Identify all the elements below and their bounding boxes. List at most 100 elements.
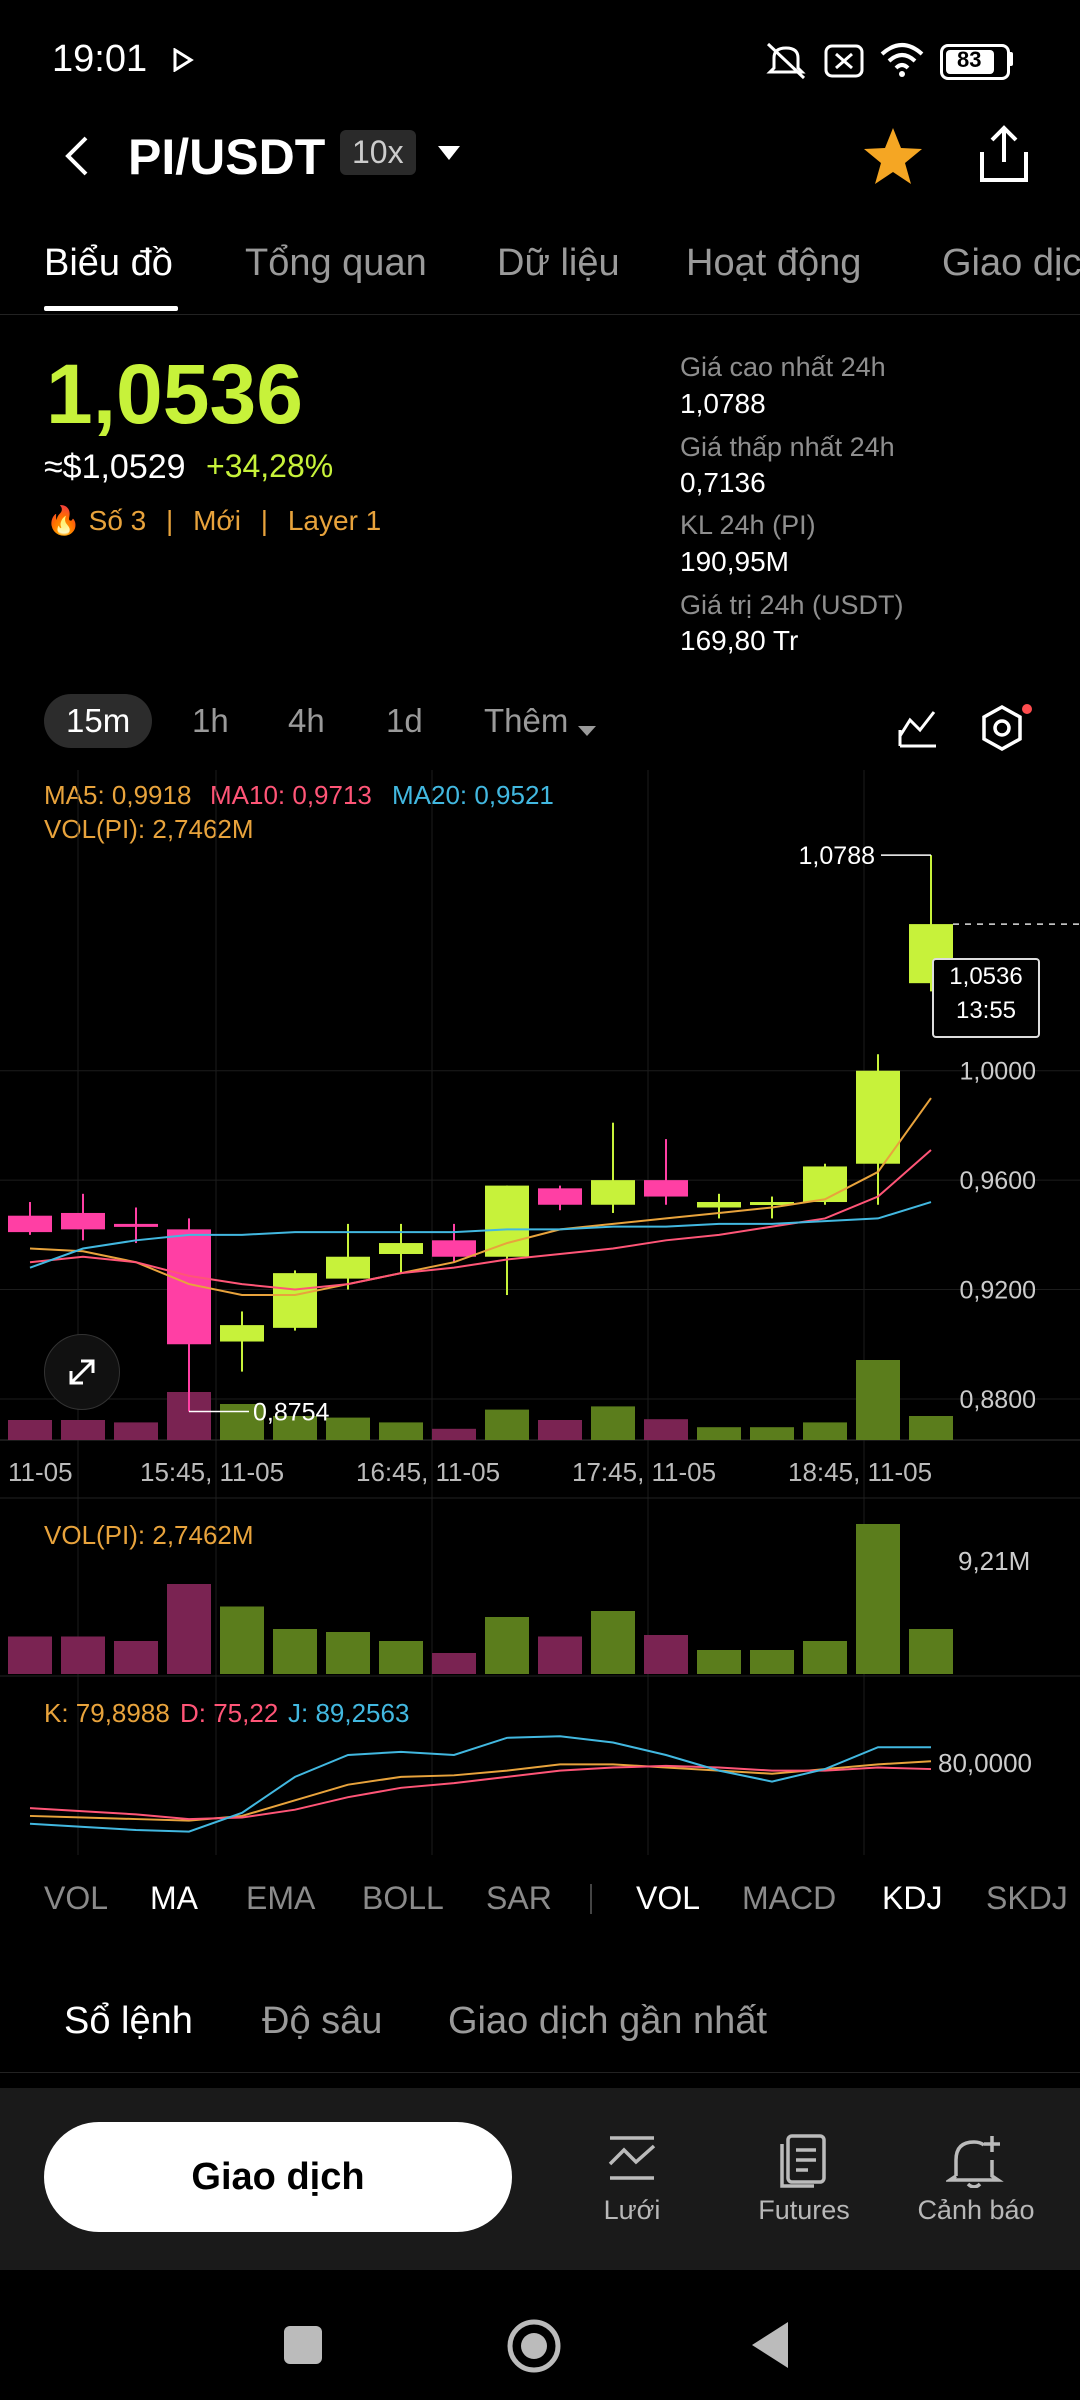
indicator-icon[interactable] — [896, 706, 940, 750]
ind-boll[interactable]: BOLL — [362, 1880, 444, 1916]
fullscreen-button[interactable] — [44, 1334, 120, 1410]
indicator-divider — [590, 1884, 592, 1914]
candle-body — [750, 1202, 794, 1206]
volume-bar — [432, 1428, 476, 1440]
kdj-level-label: 80,0000 — [938, 1748, 1032, 1778]
volume-bar — [644, 1419, 688, 1440]
tag-new[interactable]: Mới — [193, 505, 242, 536]
vol-panel-bar — [432, 1653, 476, 1674]
candle-body — [591, 1180, 635, 1205]
y-tick-label: 0,9600 — [960, 1167, 1036, 1195]
divider — [0, 2072, 1080, 2073]
vol-panel-bar — [591, 1611, 635, 1674]
candle-countdown: 13:55 — [955, 997, 1017, 1024]
settings-icon[interactable] — [978, 704, 1026, 752]
ind-macd[interactable]: MACD — [742, 1880, 837, 1916]
star-icon[interactable] — [862, 126, 924, 186]
current-price-tag: 1,0536 13:55 — [932, 958, 1040, 1038]
candle-body — [485, 1185, 529, 1257]
volume-bar — [909, 1416, 953, 1440]
tab-activity[interactable]: Hoạt động — [686, 242, 862, 284]
tab-overview[interactable]: Tổng quan — [245, 242, 427, 284]
back-icon[interactable] — [62, 134, 92, 178]
ind-vol-sub[interactable]: VOL — [636, 1880, 701, 1916]
vol-panel-label: VOL(PI): 2,7462M — [44, 1520, 254, 1550]
tab-data[interactable]: Dữ liệu — [497, 242, 620, 284]
candle-body — [114, 1223, 158, 1227]
timeframe-1h[interactable]: 1h — [192, 702, 229, 739]
x-tick-label: 18:45, 11-05 — [788, 1457, 932, 1487]
ind-vol[interactable]: VOL — [44, 1880, 109, 1916]
leverage-badge[interactable]: 10x — [340, 130, 416, 175]
candle-body — [803, 1166, 847, 1203]
volume-bar — [114, 1422, 158, 1440]
ma20-line — [29, 1201, 932, 1269]
status-time: 19:01 — [52, 38, 148, 80]
price-change: +34,28% — [206, 448, 334, 484]
vol-panel-bar — [326, 1632, 370, 1674]
home-icon[interactable] — [506, 2318, 562, 2374]
status-bar: 19:01 83 — [0, 0, 1080, 120]
timeframe-1d[interactable]: 1d — [386, 702, 423, 739]
candle-body — [326, 1256, 370, 1279]
grid-label: Lưới — [603, 2195, 661, 2225]
grid-bot-icon — [608, 2136, 656, 2180]
futures-button[interactable]: Futures — [734, 2132, 874, 2226]
wifi-icon — [880, 43, 924, 77]
timeframe-more[interactable]: Thêm — [484, 702, 569, 739]
alert-button[interactable]: Cảnh báo — [906, 2132, 1046, 2226]
share-icon[interactable] — [976, 124, 1032, 184]
tab-orderbook[interactable]: Sổ lệnh — [64, 2000, 193, 2042]
timeframe-4h[interactable]: 4h — [288, 702, 325, 739]
ind-skdj[interactable]: SKDJ — [986, 1880, 1068, 1916]
vol-panel-bar — [8, 1636, 52, 1674]
close-box-icon — [824, 44, 864, 78]
tag-rank[interactable]: Số 3 — [88, 505, 147, 536]
notification-dot — [1022, 704, 1032, 714]
ind-ma[interactable]: MA — [150, 1880, 198, 1916]
vol-panel-bar — [379, 1641, 423, 1674]
vol-panel-bar — [750, 1650, 794, 1674]
last-price: 1,0536 — [46, 347, 303, 441]
more-chevron-icon[interactable] — [576, 724, 598, 738]
ind-sar[interactable]: SAR — [486, 1880, 552, 1916]
volume-bar — [591, 1406, 635, 1440]
candle-body — [8, 1215, 52, 1233]
pair-title[interactable]: PI/USDT — [128, 129, 326, 185]
vol-panel-bar — [856, 1524, 900, 1674]
stat-label-low: Giá thấp nhất 24h — [680, 432, 895, 462]
candle-body — [61, 1212, 105, 1230]
futures-label: Futures — [758, 2195, 850, 2225]
main-tabs — [0, 230, 1080, 315]
tag-layer[interactable]: Layer 1 — [287, 505, 382, 536]
tab-active-indicator — [44, 306, 178, 311]
candle-body — [432, 1240, 476, 1257]
fire-icon: 🔥 — [46, 505, 81, 536]
volume-bar — [856, 1360, 900, 1440]
volume-bar — [803, 1422, 847, 1440]
grid-button[interactable]: Lưới — [562, 2132, 702, 2226]
vol-panel-bar — [485, 1617, 529, 1674]
volume-bar — [697, 1427, 741, 1440]
ind-ema[interactable]: EMA — [246, 1880, 316, 1916]
chevron-down-icon[interactable] — [436, 144, 462, 162]
vol-panel-bar — [697, 1650, 741, 1674]
back-nav-icon[interactable] — [750, 2320, 790, 2370]
tab-depth[interactable]: Độ sâu — [262, 2000, 383, 2042]
recents-icon[interactable] — [284, 2326, 322, 2364]
candle-body — [538, 1188, 582, 1205]
vol-panel-bar — [644, 1635, 688, 1674]
ind-kdj[interactable]: KDJ — [882, 1880, 943, 1916]
stat-value-turnover: 169,80 Tr — [680, 625, 799, 656]
play-icon — [173, 48, 194, 72]
tab-chart[interactable]: Biểu đồ — [44, 242, 173, 284]
timeframe-15m[interactable]: 15m — [44, 694, 153, 748]
vol-panel-max: 9,21M — [958, 1546, 1031, 1576]
tab-trade[interactable]: Giao dịc — [942, 242, 1080, 284]
trade-button[interactable]: Giao dịch — [44, 2122, 512, 2232]
stat-value-high: 1,0788 — [680, 388, 766, 419]
volume-bar — [326, 1417, 370, 1440]
price-chart[interactable]: 1,0000 0,9600 0,9200 0,8800 11-05 15:45, 11-0… — [0, 770, 1080, 1860]
tab-recent-trades[interactable]: Giao dịch gần nhất — [448, 2000, 768, 2042]
stat-label-high: Giá cao nhất 24h — [680, 352, 886, 382]
